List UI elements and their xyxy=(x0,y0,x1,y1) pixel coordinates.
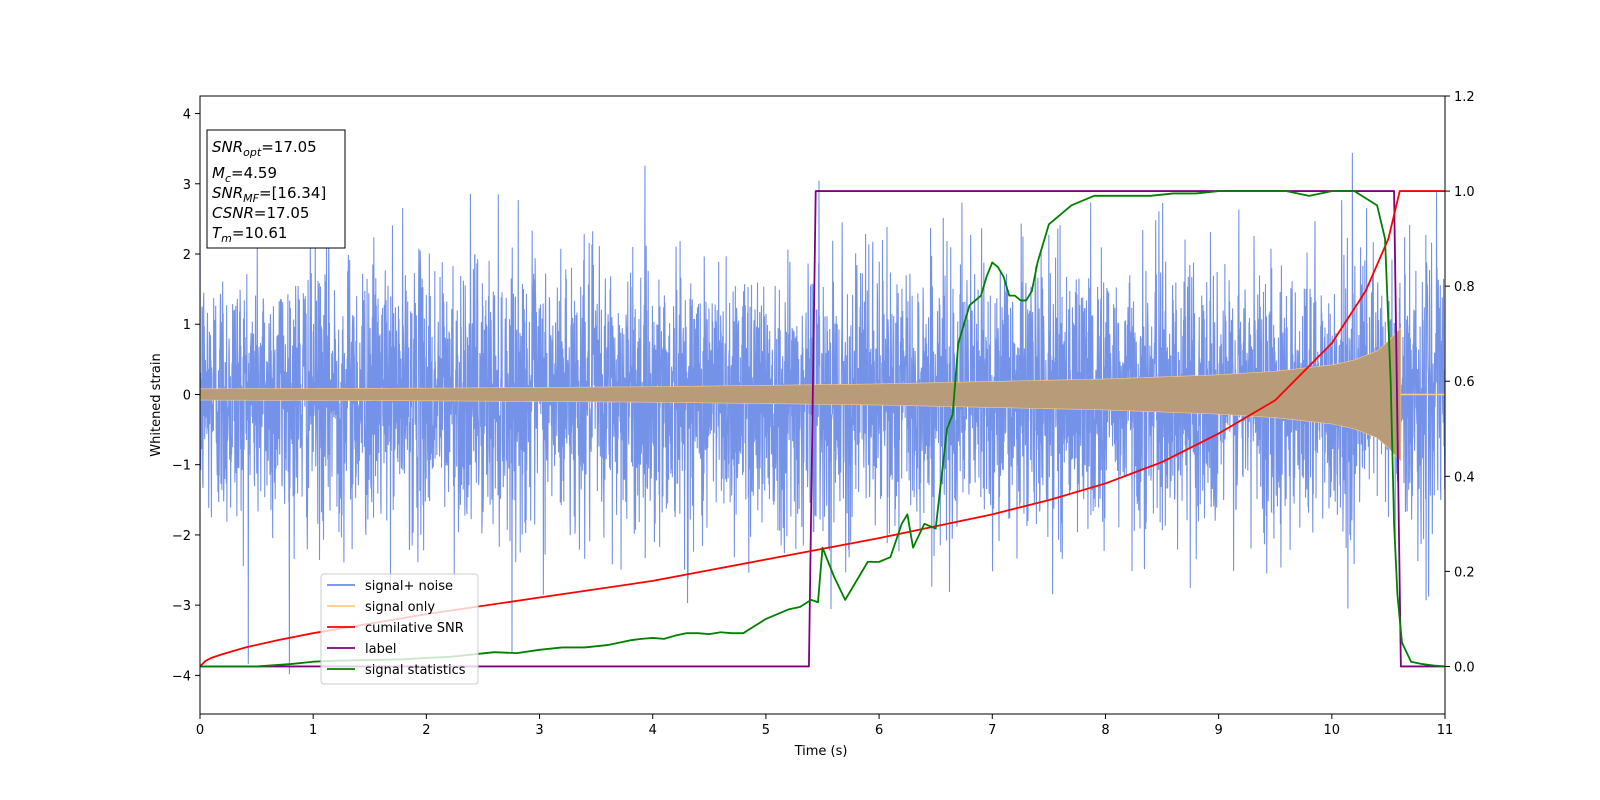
x-tick-label: 10 xyxy=(1324,723,1341,738)
legend-label: label xyxy=(365,642,396,657)
series-signal-statistics xyxy=(200,190,1445,668)
x-tick-label: 9 xyxy=(1214,723,1222,738)
y2-tick-label: 0.4 xyxy=(1454,470,1475,485)
x-tick-label: 7 xyxy=(988,723,996,738)
legend-label: signal+ noise xyxy=(365,579,453,594)
x-axis-label: Time (s) xyxy=(794,744,848,759)
annotation-box: SNRopt=17.05 Mc=4.59 SNRMF=[16.34] CSNR=… xyxy=(206,129,346,249)
x-tick-label: 2 xyxy=(422,723,430,738)
series-cumulative-snr xyxy=(200,190,1445,668)
series-label xyxy=(200,190,1445,668)
y-tick-label: 1 xyxy=(183,318,191,333)
legend-label: signal only xyxy=(365,600,435,615)
y2-tick-label: 1.0 xyxy=(1454,185,1475,200)
legend-label: cumilative SNR xyxy=(365,621,464,636)
x-tick-label: 4 xyxy=(649,723,657,738)
series-signal-only xyxy=(200,327,1402,462)
x-tick-label: 5 xyxy=(762,723,770,738)
x-tick-label: 6 xyxy=(875,723,883,738)
plot-frame xyxy=(199,95,1446,715)
y-tick-label: −1 xyxy=(172,459,191,474)
legend-frame xyxy=(320,573,479,685)
x-tick-label: 3 xyxy=(535,723,543,738)
y2-tick-label: 0.8 xyxy=(1454,280,1475,295)
annotation-mc: Mc=4.59 xyxy=(212,164,277,185)
annotation-frame xyxy=(206,129,346,249)
annotation-tm: Tm=10.61 xyxy=(212,224,287,245)
y2-tick-label: 0.2 xyxy=(1454,565,1475,580)
y2-tick-label: 0.0 xyxy=(1454,660,1475,675)
y-tick-label: −2 xyxy=(172,529,191,544)
annotation-csnr: CSNR=17.05 xyxy=(212,204,309,222)
x-tick-label: 11 xyxy=(1437,723,1454,738)
annotation-snr-mf: SNRMF=[16.34] xyxy=(212,184,326,205)
y-tick-label: 2 xyxy=(183,248,191,263)
y-tick-label: −3 xyxy=(172,599,191,614)
y-tick-label: −4 xyxy=(172,669,191,684)
annotation-snr-opt: SNRopt=17.05 xyxy=(212,138,317,159)
x-tick-label: 0 xyxy=(196,723,204,738)
y-axis-label: Whitened strain xyxy=(149,353,164,456)
y2-tick-label: 1.2 xyxy=(1454,90,1475,105)
y2-tick-label: 0.6 xyxy=(1454,375,1475,390)
plot-area xyxy=(200,152,1445,675)
y-tick-label: 3 xyxy=(183,178,191,193)
legend: signal+ noise signal only cumilative SNR la… xyxy=(320,573,479,685)
y-tick-label: 0 xyxy=(183,388,191,403)
legend-label: signal statistics xyxy=(365,663,466,678)
x-tick-label: 8 xyxy=(1101,723,1109,738)
axes: 0 1 2 3 4 5 6 7 8 9 10 11 −4 −3 −2 −1 0 1 2 3 4 0.0 0.2 0.4 0.6 0… xyxy=(172,90,1475,738)
x-tick-label: 1 xyxy=(309,723,317,738)
y-tick-label: 4 xyxy=(183,108,191,123)
